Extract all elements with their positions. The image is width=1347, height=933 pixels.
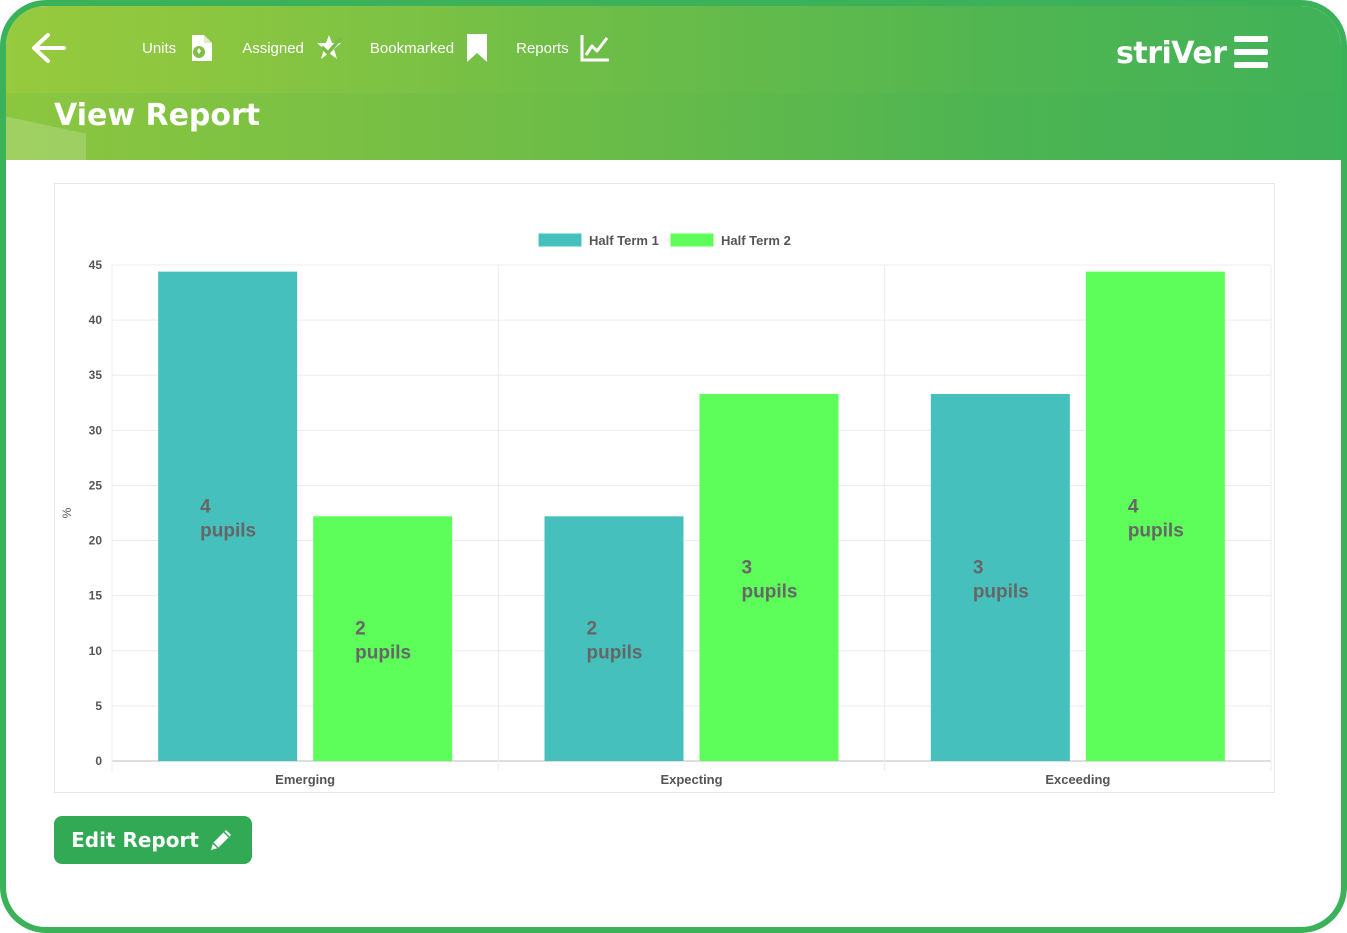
nav-item-label: Reports [516,39,569,57]
data-label: 2 [355,619,366,640]
bar [158,271,298,761]
y-axis-label: % [60,507,74,518]
units-icon [192,35,213,61]
bar [313,516,453,761]
data-label: pupils [1128,520,1184,541]
y-tick-label: 35 [89,368,103,382]
y-tick-label: 40 [89,313,103,327]
legend-label: Half Term 2 [721,233,791,248]
y-tick-label: 20 [89,534,103,548]
nav-item-assigned[interactable]: Assigned [242,33,344,63]
hamburger-icon [1234,36,1268,68]
edit-report-label: Edit Report [71,828,199,852]
nav-item-bookmarked[interactable]: Bookmarked [370,33,490,63]
page-title: View Report [54,98,261,133]
y-tick-label: 25 [89,478,103,492]
edit-report-button[interactable]: Edit Report [54,816,252,864]
nav-bar [6,6,1341,93]
nav-item-label: Bookmarked [369,39,455,57]
data-label: pupils [742,581,798,602]
y-tick-label: 0 [95,754,102,768]
bar [699,393,839,761]
nav-item-label: Units [142,39,177,57]
y-tick-label: 30 [89,423,103,437]
data-label: pupils [200,520,256,541]
nav-menu: Units Assigned Bookmarked [142,30,637,66]
back-button[interactable] [28,30,68,66]
data-label: 3 [742,557,753,578]
menu-button[interactable] [1234,34,1268,70]
bar [544,516,684,761]
x-tick-label: Emerging [275,772,335,787]
header: Units Assigned Bookmarked [6,6,1341,160]
y-tick-label: 45 [89,258,103,272]
striver-logo: striVer [1116,36,1227,71]
data-label: 4 [200,496,211,517]
arrow-left-icon [32,33,66,63]
data-label: pupils [587,643,643,664]
y-tick-label: 15 [89,589,103,603]
legend-swatch [669,232,715,248]
reports-icon [580,35,609,62]
data-label: pupils [355,643,411,664]
bookmark-icon [467,34,488,62]
data-label: 4 [1128,496,1139,517]
legend-label: Half Term 1 [589,233,659,248]
report-chart: 0 5 10 15 20 25 30 35 40 45% 4 pupils 2 pupils Emergin… [54,183,1275,793]
y-tick-label: 10 [89,644,103,658]
assigned-icon [316,35,342,59]
nav-item-reports[interactable]: Reports [516,33,611,63]
bar [930,393,1070,761]
y-tick-label: 5 [95,699,102,713]
x-tick-label: Exceeding [1045,772,1110,787]
pencil-icon [210,830,231,850]
bar [1085,271,1225,761]
x-tick-label: Expecting [660,772,722,787]
data-label: 3 [973,557,984,578]
legend-swatch [537,232,583,248]
nav-item-units[interactable]: Units [142,33,216,63]
bar-chart: 0 5 10 15 20 25 30 35 40 45% 4 pupils 2 pupils Emergin… [60,232,1272,787]
data-label: 2 [587,619,598,640]
data-label: pupils [973,581,1029,602]
nav-item-label: Assigned [242,39,304,57]
